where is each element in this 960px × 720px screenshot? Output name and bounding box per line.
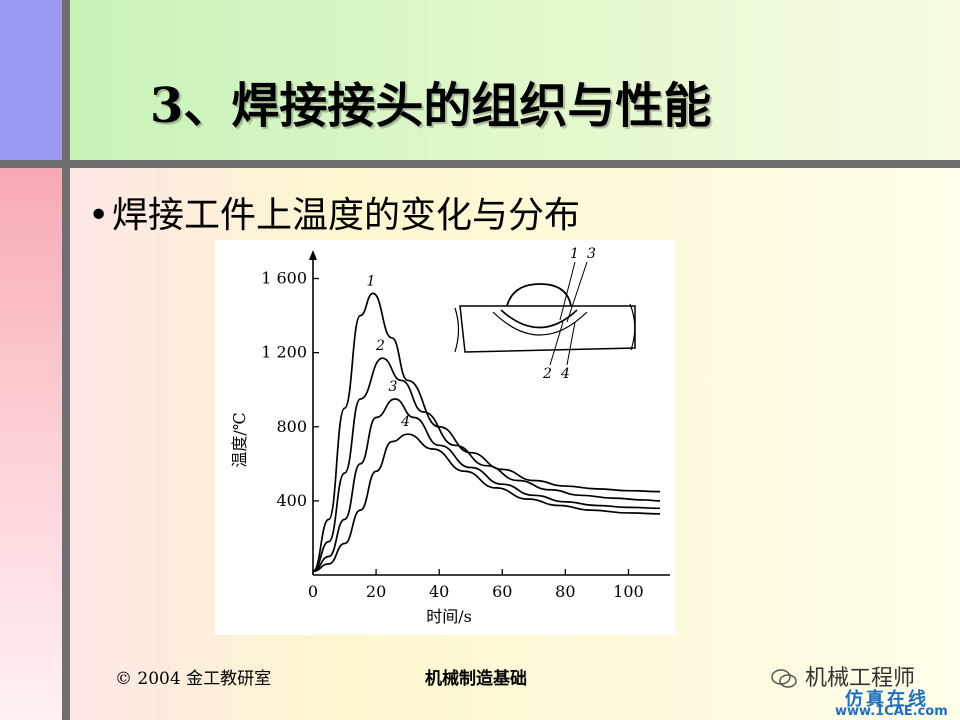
horizontal-divider <box>0 160 960 168</box>
site-watermark: www.1CAE.com <box>835 704 948 719</box>
inset-label-3: 3 <box>587 246 596 262</box>
y-tick-label: 400 <box>276 491 307 510</box>
vertical-divider <box>62 0 70 720</box>
chart-curves: 1 2 3 4 <box>312 273 661 573</box>
series-label-3: 3 <box>389 379 398 395</box>
x-tick-label: 20 <box>366 582 386 601</box>
series-line-1 <box>312 292 661 573</box>
chart-axes: 400 800 1 200 1 600 0 20 40 60 80 100 <box>261 250 670 601</box>
inset-leader-4 <box>566 321 576 366</box>
series-label-4: 4 <box>400 414 410 430</box>
inset-fusion-line <box>500 309 578 329</box>
inset-weld-bead <box>506 283 572 307</box>
x-axis-label: 时间/s <box>426 607 472 626</box>
fangzhen-watermark: 仿真在线 <box>845 689 929 710</box>
inset-label-2: 2 <box>542 366 552 382</box>
series-line-4 <box>312 433 661 573</box>
bullet-text: 焊接工件上温度的变化与分布 <box>112 195 581 236</box>
inset-leader-1 <box>559 261 576 321</box>
footer-copyright: © 2004 金工教研室 <box>115 669 272 689</box>
inset-leader-3 <box>566 261 588 323</box>
wechat-icon <box>771 669 797 688</box>
chart-svg: 400 800 1 200 1 600 0 20 40 60 80 100 1 2 3 4 1 3 2 … <box>230 246 670 626</box>
x-tick-label: 60 <box>492 582 512 601</box>
slide-title: 3、焊接接头的组织与性能 <box>150 78 712 134</box>
x-tick-label: 80 <box>555 582 575 601</box>
series-line-3 <box>312 398 661 573</box>
left-accent-bottom <box>0 168 62 720</box>
y-axis-label: 温度/℃ <box>230 412 249 467</box>
inset-left-break <box>454 307 460 353</box>
inset-haz-line <box>492 311 588 336</box>
x-tick-label: 100 <box>613 582 644 601</box>
x-tick-label: 40 <box>429 582 449 601</box>
series-line-2 <box>312 357 661 573</box>
temperature-chart: 400 800 1 200 1 600 0 20 40 60 80 100 1 2 3 4 1 3 2 … <box>215 240 675 635</box>
y-axis-arrow <box>309 250 317 260</box>
inset-leader-2 <box>549 321 564 366</box>
inset-right-break <box>629 303 636 351</box>
wechat-watermark: 机械工程师 <box>770 660 915 692</box>
series-label-2: 2 <box>375 338 385 354</box>
bullet-dot-icon: • <box>88 195 110 236</box>
inset-label-1: 1 <box>570 246 579 262</box>
bullet-item: •焊接工件上温度的变化与分布 <box>88 186 580 238</box>
inset-plate-outline <box>459 305 636 353</box>
series-label-1: 1 <box>366 273 375 289</box>
x-tick-label: 0 <box>308 582 318 601</box>
left-accent-top <box>0 0 62 162</box>
wechat-watermark-text: 机械工程师 <box>805 666 916 691</box>
inset-label-4: 4 <box>560 366 570 382</box>
title-band <box>70 0 960 160</box>
y-tick-label: 1 200 <box>261 343 307 362</box>
footer-course-name: 机械制造基础 <box>425 669 527 689</box>
weld-inset-diagram: 1 3 2 4 <box>454 246 636 382</box>
y-tick-label: 1 600 <box>261 269 307 288</box>
y-tick-label: 800 <box>276 417 307 436</box>
